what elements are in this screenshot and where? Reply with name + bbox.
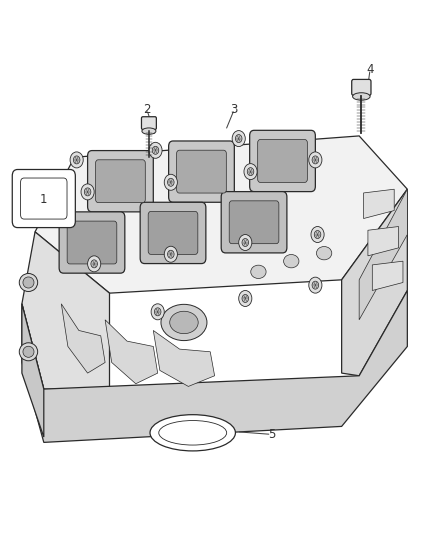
Circle shape (247, 167, 254, 176)
Circle shape (242, 239, 249, 247)
Circle shape (152, 147, 159, 155)
Ellipse shape (159, 421, 227, 445)
Circle shape (84, 188, 91, 196)
Circle shape (236, 134, 242, 142)
Text: 5: 5 (268, 428, 275, 441)
FancyBboxPatch shape (169, 141, 234, 202)
Ellipse shape (353, 93, 370, 100)
Ellipse shape (251, 265, 266, 278)
Ellipse shape (23, 346, 34, 357)
Circle shape (309, 152, 322, 168)
Circle shape (167, 250, 174, 258)
Text: 3: 3 (231, 103, 238, 116)
Text: 1: 1 (40, 193, 48, 206)
Ellipse shape (150, 415, 236, 451)
Polygon shape (22, 232, 110, 389)
FancyBboxPatch shape (148, 212, 198, 254)
Polygon shape (22, 290, 407, 442)
Circle shape (239, 290, 252, 306)
Circle shape (88, 256, 101, 272)
Circle shape (309, 277, 322, 293)
Circle shape (232, 131, 245, 147)
FancyBboxPatch shape (352, 79, 371, 95)
Circle shape (73, 156, 80, 164)
Circle shape (164, 246, 177, 262)
Ellipse shape (170, 311, 198, 334)
FancyBboxPatch shape (88, 150, 153, 212)
Circle shape (81, 184, 94, 200)
FancyBboxPatch shape (221, 192, 287, 253)
Polygon shape (35, 136, 407, 293)
Polygon shape (342, 189, 407, 376)
Polygon shape (372, 261, 403, 290)
Polygon shape (105, 320, 158, 384)
Circle shape (151, 304, 164, 320)
Circle shape (244, 164, 257, 180)
FancyBboxPatch shape (59, 212, 125, 273)
Text: 2: 2 (143, 103, 151, 116)
Polygon shape (153, 330, 215, 386)
FancyBboxPatch shape (21, 178, 67, 219)
Ellipse shape (19, 273, 38, 292)
Ellipse shape (316, 246, 332, 260)
Circle shape (312, 156, 319, 164)
Circle shape (167, 178, 174, 187)
FancyBboxPatch shape (250, 131, 315, 192)
FancyBboxPatch shape (67, 221, 117, 264)
Circle shape (91, 260, 97, 268)
Text: 4: 4 (366, 63, 374, 76)
Polygon shape (22, 304, 44, 437)
Circle shape (242, 294, 249, 303)
FancyBboxPatch shape (12, 169, 75, 228)
Circle shape (70, 152, 83, 168)
FancyBboxPatch shape (177, 150, 226, 193)
FancyBboxPatch shape (95, 160, 145, 203)
Polygon shape (359, 189, 407, 320)
Circle shape (312, 281, 319, 289)
Circle shape (164, 174, 177, 190)
Circle shape (149, 142, 162, 158)
Polygon shape (364, 189, 394, 219)
Polygon shape (368, 227, 399, 256)
Ellipse shape (161, 304, 207, 341)
FancyBboxPatch shape (258, 140, 307, 182)
FancyBboxPatch shape (141, 117, 156, 130)
Ellipse shape (19, 343, 38, 361)
Circle shape (311, 227, 324, 243)
FancyBboxPatch shape (229, 201, 279, 244)
Polygon shape (61, 304, 105, 373)
Ellipse shape (284, 255, 299, 268)
Ellipse shape (142, 128, 156, 134)
Circle shape (314, 230, 321, 239)
Circle shape (239, 235, 252, 251)
Ellipse shape (23, 277, 34, 288)
Circle shape (154, 308, 161, 316)
FancyBboxPatch shape (140, 203, 206, 264)
